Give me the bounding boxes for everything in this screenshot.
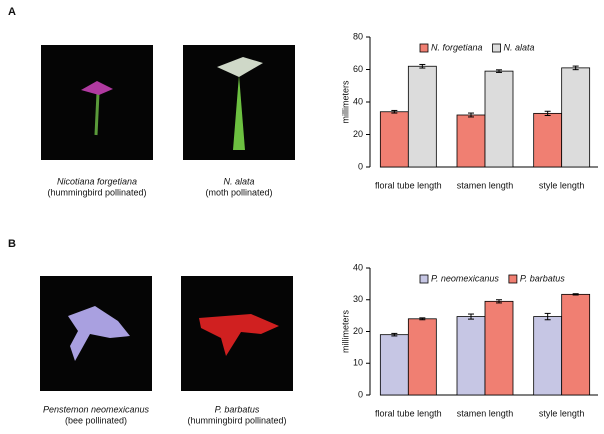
bar xyxy=(484,70,514,168)
bar xyxy=(561,67,591,168)
pollinator-note: (moth pollinated) xyxy=(205,187,272,197)
bar xyxy=(407,318,437,396)
x-tick-label: stamen length xyxy=(457,180,514,190)
pollinator-note: (hummingbird pollinated) xyxy=(47,187,146,197)
pollinator-note: (bee pollinated) xyxy=(65,415,127,425)
flower-petals xyxy=(81,81,113,95)
error-bar xyxy=(419,317,426,321)
bar xyxy=(533,316,563,396)
legend-label: N. forgetiana xyxy=(431,42,483,52)
error-bar xyxy=(572,65,579,71)
photo xyxy=(41,45,153,160)
error-bar xyxy=(468,313,474,320)
y-tick-label: 40 xyxy=(353,262,363,272)
panel-label: B xyxy=(8,238,16,250)
photo xyxy=(181,276,293,391)
y-tick-label: 30 xyxy=(353,294,363,304)
flower-stem xyxy=(94,92,100,136)
y-tick-label: 0 xyxy=(358,389,363,399)
y-tick-label: 20 xyxy=(353,129,363,139)
error-bar xyxy=(496,69,502,73)
bar xyxy=(561,293,591,396)
y-tick-label: 0 xyxy=(358,161,363,171)
y-tick-label: 80 xyxy=(353,31,363,41)
bar xyxy=(456,316,486,396)
error-bar xyxy=(468,112,474,118)
species-name: Penstemon neomexicanus xyxy=(43,404,150,414)
flower-tube xyxy=(233,75,245,150)
photo xyxy=(40,276,152,391)
x-tick-label: style length xyxy=(539,180,585,190)
y-tick-label: 60 xyxy=(353,64,363,74)
species-name: Nicotiana forgetiana xyxy=(57,176,137,186)
flower xyxy=(199,314,279,356)
x-tick-label: style length xyxy=(539,408,585,418)
species-name: P. barbatus xyxy=(215,404,260,414)
error-bar xyxy=(391,109,398,114)
legend-swatch xyxy=(419,43,429,53)
bar xyxy=(379,334,409,396)
error-bar xyxy=(391,332,398,337)
error-bar xyxy=(544,110,551,116)
bar xyxy=(456,114,486,168)
x-tick-label: floral tube length xyxy=(375,408,442,418)
y-tick-label: 10 xyxy=(353,358,363,368)
error-bar xyxy=(496,299,502,304)
legend-swatch xyxy=(492,43,501,53)
legend-label: P. neomexicanus xyxy=(431,273,499,283)
legend-label: N. alata xyxy=(504,42,535,52)
flower xyxy=(68,306,130,361)
bar xyxy=(407,65,437,168)
flower-petals xyxy=(217,57,263,77)
legend-label: P. barbatus xyxy=(520,273,565,283)
x-tick-label: floral tube length xyxy=(375,180,442,190)
panel-label: A xyxy=(8,6,16,18)
bar xyxy=(379,111,409,168)
bar xyxy=(484,300,514,396)
error-bar xyxy=(572,293,579,296)
photo xyxy=(183,45,295,160)
error-bar xyxy=(544,312,551,321)
pollinator-note: (hummingbird pollinated) xyxy=(187,415,286,425)
y-axis-label: millimeters xyxy=(340,80,350,124)
y-tick-label: 40 xyxy=(353,96,363,106)
x-tick-label: stamen length xyxy=(457,408,514,418)
y-axis-label: millimeters xyxy=(340,310,350,354)
legend-swatch xyxy=(508,274,518,284)
legend-swatch xyxy=(419,274,429,284)
y-tick-label: 20 xyxy=(353,326,363,336)
bar xyxy=(533,112,563,168)
error-bar xyxy=(419,63,426,69)
species-name: N. alata xyxy=(223,176,254,186)
